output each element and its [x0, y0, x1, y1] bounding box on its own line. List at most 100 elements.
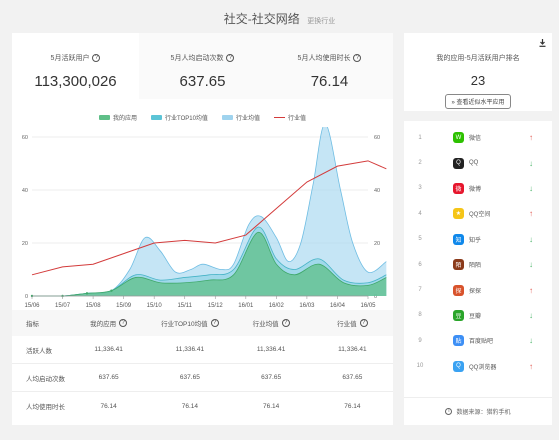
- x-tick-label: 15/12: [208, 303, 224, 309]
- table-cell: 637.65: [261, 374, 282, 381]
- ranking-item[interactable]: 7 探探探 ↑: [404, 277, 552, 302]
- help-icon[interactable]: ?: [226, 54, 235, 62]
- change-industry-link[interactable]: 更换行业: [307, 18, 336, 25]
- y-tick-label: 40: [22, 188, 28, 194]
- app-name: 微信: [469, 136, 482, 143]
- arrow-down-icon: ↓: [529, 183, 533, 193]
- legend-my-app[interactable]: 我的应用: [99, 113, 137, 122]
- legend-industry-value[interactable]: 行业值: [273, 113, 306, 122]
- help-icon[interactable]: ?: [353, 54, 362, 62]
- y-tick-label-right: 40: [374, 188, 380, 194]
- x-tick-label: 16/03: [299, 303, 315, 309]
- app-name: QQ: [469, 160, 479, 167]
- ranking-panel: 我的应用-5月活跃用户排名 23 » 查看近似水平应用 1 W 微信 ↑ 2 Q QQ ↓ 3 微…: [404, 33, 552, 425]
- table-header-cell: 我的应用: [90, 321, 117, 328]
- x-tick-label: 15/10: [147, 303, 163, 309]
- y-tick-label-right: 0: [374, 294, 377, 300]
- ranking-item[interactable]: 10 Q QQ浏览器 ↑: [404, 354, 552, 379]
- app-name: 知乎: [469, 237, 482, 244]
- legend-label: 我的应用: [113, 116, 138, 122]
- view-similar-apps-button[interactable]: » 查看近似水平应用: [445, 94, 511, 109]
- ranking-item[interactable]: 1 W 微信 ↑: [404, 125, 552, 150]
- arrow-up-icon: ↑: [529, 209, 533, 219]
- x-tick-label: 16/02: [269, 303, 285, 309]
- legend-swatch: [151, 115, 163, 120]
- table-cell: 76.14: [100, 402, 117, 410]
- ranking-item[interactable]: 4 ★ QQ空间 ↑: [404, 201, 552, 226]
- kpi-value: 76.14: [310, 73, 349, 90]
- app-icon: Q: [453, 157, 464, 169]
- legend-swatch: [99, 115, 111, 120]
- y-tick-label-right: 20: [374, 241, 380, 247]
- ranking-item[interactable]: 9 贴百度贴吧 ↓: [404, 328, 552, 353]
- chart-legend: 我的应用 行业TOP10均值 行业均值 行业值: [12, 113, 393, 122]
- x-tick-label: 16/01: [238, 303, 254, 309]
- ranking-item[interactable]: 3 微微博 ↓: [404, 176, 552, 201]
- rank-number: 6: [418, 261, 422, 268]
- table-cell: 11,336.41: [256, 346, 286, 353]
- ranking-item[interactable]: 2 Q QQ ↓: [404, 150, 552, 175]
- app-name: 豆瓣: [469, 313, 482, 320]
- x-tick-label: 15/11: [177, 303, 192, 309]
- ranking-item[interactable]: 5 知知乎 ↓: [404, 227, 552, 252]
- ranking-item[interactable]: 6 陌陌陌 ↓: [404, 252, 552, 277]
- table-cell: 76.14: [181, 402, 199, 410]
- ranking-value: 23: [470, 73, 486, 88]
- table-cell: 76.14: [262, 402, 280, 410]
- y-tick-label-right: 60: [374, 135, 380, 141]
- page-title: 社交-社交网络: [223, 12, 300, 26]
- table-header-cell: 指标: [26, 321, 39, 328]
- metrics-table: 指标 我的应用? 行业TOP10均值? 行业均值? 行业值? 活跃人数 11,3…: [12, 310, 393, 420]
- x-tick-label: 15/09: [116, 303, 132, 309]
- legend-swatch: [221, 115, 233, 120]
- arrow-up-icon: ↑: [529, 361, 533, 371]
- table-header: 指标 我的应用? 行业TOP10均值? 行业均值? 行业值?: [12, 310, 393, 336]
- app-icon: 知: [453, 233, 464, 245]
- y-tick-label: 60: [22, 135, 28, 141]
- app-name: 微博: [469, 186, 482, 193]
- app-icon: Q: [453, 360, 464, 372]
- series-industry-avg-line: [31, 127, 387, 297]
- table-cell: 76.14: [344, 402, 361, 410]
- help-icon[interactable]: ?: [359, 319, 368, 327]
- kpi-launch-count[interactable]: 5月人均启动次数? 637.65: [139, 33, 266, 99]
- ranking-item[interactable]: 8 豆豆瓣 ↓: [404, 303, 552, 328]
- double-chevron-down-icon: »: [451, 100, 455, 106]
- legend-label: 行业均值: [235, 116, 260, 122]
- help-icon[interactable]: ?: [210, 319, 219, 327]
- y-tick-label: 0: [25, 294, 28, 300]
- app-name: 百度贴吧: [469, 339, 494, 346]
- rank-number: 5: [418, 236, 422, 243]
- table-cell: 637.65: [98, 374, 119, 381]
- x-tick-label: 15/08: [86, 303, 102, 309]
- app-icon: ★: [453, 208, 464, 220]
- app-icon: 豆: [453, 309, 464, 321]
- kpi-label: 5月人均使用时长: [297, 55, 351, 62]
- download-icon[interactable]: [539, 39, 546, 47]
- row-label: 人均使用时长: [26, 404, 65, 411]
- legend-top10[interactable]: 行业TOP10均值: [151, 113, 208, 122]
- help-icon[interactable]: ?: [281, 319, 290, 327]
- arrow-down-icon: ↓: [529, 260, 533, 270]
- ranking-title: 我的应用-5月活跃用户排名: [436, 55, 520, 62]
- rank-number: 1: [418, 134, 422, 141]
- arrow-up-icon: ↑: [529, 133, 533, 143]
- table-row: 人均启动次数 637.65 637.65 637.65 637.65: [12, 364, 393, 392]
- kpi-active-users[interactable]: 5月活跃用户? 113,300,026: [12, 33, 139, 99]
- legend-swatch: [273, 117, 285, 118]
- table-cell: 11,336.41: [94, 346, 123, 353]
- kpi-label: 5月活跃用户: [50, 55, 90, 62]
- rank-number: 8: [418, 312, 422, 319]
- arrow-down-icon: ↓: [529, 336, 533, 346]
- help-icon[interactable]: ?: [119, 319, 128, 327]
- row-label: 人均启动次数: [26, 375, 65, 383]
- series-my-app-area: [32, 232, 387, 296]
- help-icon[interactable]: ?: [92, 54, 101, 62]
- legend-industry-avg[interactable]: 行业均值: [221, 113, 260, 122]
- kpi-usage-time[interactable]: 5月人均使用时长? 76.14: [266, 33, 393, 99]
- trend-chart: 0 0 20 20 40 40 60 60 15/06 15/07 15/08 15/09 15/10 1…: [22, 127, 387, 309]
- table-cell: 637.65: [342, 374, 363, 381]
- metrics-panel: 5月活跃用户? 113,300,026 5月人均启动次数? 637.65 5月人…: [12, 33, 393, 425]
- row-label: 活跃人数: [26, 347, 52, 355]
- rank-number: 9: [418, 337, 422, 344]
